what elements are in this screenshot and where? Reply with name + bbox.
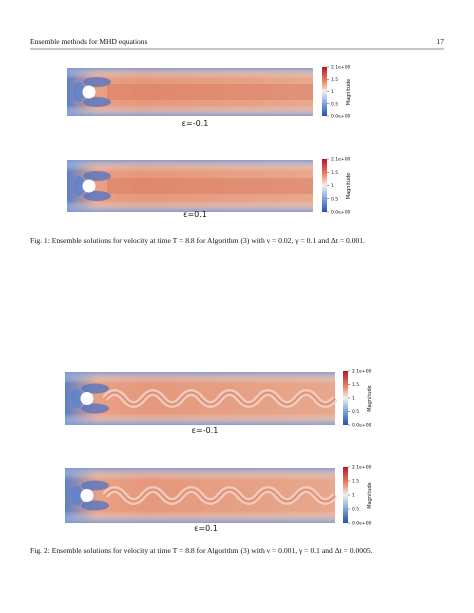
stagnation <box>71 485 83 506</box>
flow-field <box>65 468 338 523</box>
cylinder <box>82 85 96 99</box>
figure-caption: Fig. 1: Ensemble solutions for velocity … <box>30 236 365 245</box>
wall-layer <box>67 68 313 116</box>
colorbar-label: 1.5 <box>352 479 359 485</box>
colorbar-title: Magnitude <box>367 482 373 509</box>
wall-layer <box>67 160 313 212</box>
stagnation <box>71 388 83 409</box>
wake-blue-top <box>83 171 111 181</box>
colorbar-label: 0.0e+00 <box>331 210 351 216</box>
wake-blue-top <box>83 77 111 87</box>
colorbar-label: 1.5 <box>352 382 359 388</box>
colorbar-label: 1.5 <box>331 170 338 176</box>
stagnation <box>73 176 85 196</box>
colorbar-label: 2.1e+00 <box>331 157 351 163</box>
colorbar-label: 0.0e+00 <box>352 423 372 429</box>
cylinder <box>80 392 94 405</box>
flow-field <box>67 68 313 116</box>
figure-caption: Fig. 2: Ensemble solutions for velocity … <box>30 546 373 555</box>
cylinder <box>82 179 96 193</box>
colorbar-title: Magnitude <box>367 385 373 412</box>
panel-label: ε=0.1 <box>194 524 218 533</box>
panel-label: ε=0.1 <box>183 210 207 219</box>
wake-blue-bottom <box>83 191 111 201</box>
wake-blue-top <box>81 480 109 491</box>
colorbar <box>343 371 348 425</box>
colorbar <box>322 159 327 212</box>
colorbar-label: 0.5 <box>331 101 338 107</box>
flow-field <box>67 160 313 212</box>
colorbar-label: 0.0e+00 <box>331 114 351 120</box>
panel-label: ε=-0.1 <box>192 426 219 435</box>
wake-blue-bottom <box>81 500 109 511</box>
flow-field <box>65 372 338 425</box>
colorbar-label: 0.5 <box>352 507 359 513</box>
colorbar-label: 0.0e+00 <box>352 521 372 527</box>
page-number: 17 <box>437 37 445 46</box>
colorbar-label: 1 <box>352 493 355 499</box>
stagnation <box>73 82 85 102</box>
cylinder <box>80 489 94 502</box>
wall-layer <box>65 372 335 425</box>
colorbar <box>322 67 327 116</box>
colorbar <box>343 467 348 523</box>
colorbar-label: 2.1e+00 <box>352 369 372 375</box>
colorbar-label: 1.5 <box>331 77 338 83</box>
colorbar-label: 2.1e+00 <box>331 65 351 71</box>
wake-blue-bottom <box>81 403 109 414</box>
running-header: Ensemble methods for MHD equations <box>30 37 148 46</box>
colorbar-label: 1 <box>331 183 334 189</box>
colorbar-label: 1 <box>331 89 334 95</box>
wall-layer <box>65 468 335 523</box>
colorbar-label: 1 <box>352 396 355 402</box>
wake-blue-top <box>81 383 109 394</box>
colorbar-label: 0.5 <box>352 409 359 415</box>
panel-label: ε=-0.1 <box>182 119 209 128</box>
colorbar-label: 2.1e+00 <box>352 465 372 471</box>
colorbar-title: Magnitude <box>346 173 352 200</box>
wake-blue-bottom <box>83 97 111 107</box>
colorbar-title: Magnitude <box>346 79 352 106</box>
colorbar-label: 0.5 <box>331 196 338 202</box>
